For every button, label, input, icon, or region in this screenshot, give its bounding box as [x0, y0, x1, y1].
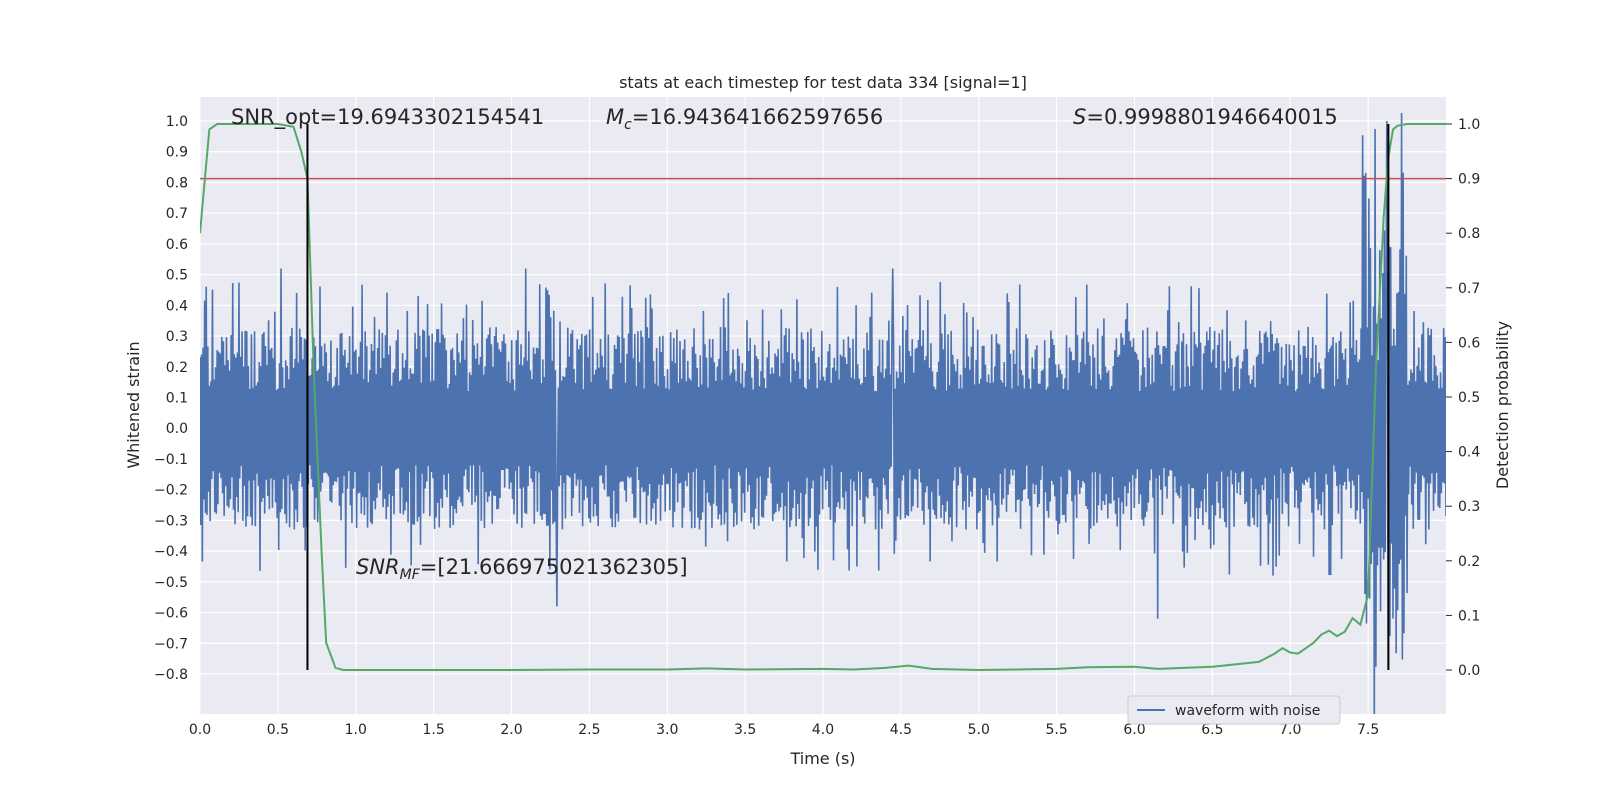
y-left-tick-label: −0.7: [154, 636, 188, 652]
series-detection-probability: [200, 123, 1446, 672]
x-tick-label: 2.5: [578, 722, 600, 738]
x-axis-label: Time (s): [789, 749, 855, 768]
y-left-tick-labels: 1.0 0.9 0.8 0.7 0.6 0.5 0.4 0.3 0.2 0.1 0.0 −0.1 −0.…: [154, 114, 188, 683]
y-left-tick-label: −0.1: [154, 452, 188, 468]
y-right-tick-label: 0.2: [1458, 554, 1480, 570]
annotation-chirp-mass: Mc=16.943641662597656: [606, 105, 883, 133]
y-right-tick-label: 0.5: [1458, 390, 1480, 406]
annotation-chirp-mass-symbol: M: [606, 105, 624, 129]
y-left-tick-label: −0.2: [154, 483, 188, 499]
x-tick-label: 5.5: [1045, 722, 1067, 738]
series-waveform-with-noise: [200, 112, 1446, 714]
x-tick-label: 6.5: [1201, 722, 1223, 738]
annotation-chirp-mass-subscript: c: [624, 117, 632, 133]
annotation-snr-opt: SNR_opt=19.6943302154541: [231, 105, 544, 130]
y-left-tick-label: 0.1: [166, 391, 188, 407]
x-tick-label: 1.5: [422, 722, 444, 738]
annotation-s: S=0.9998801946640015: [1073, 105, 1338, 129]
annotation-snr-mf: SNRMF=[21.666975021362305]: [356, 555, 688, 583]
y-left-tick-label: −0.8: [154, 667, 188, 683]
annotation-snr-mf-subscript: MF: [400, 567, 421, 583]
legend-label-waveform: waveform with noise: [1175, 703, 1320, 719]
x-tick-label: 4.0: [812, 722, 834, 738]
y-left-tick-label: 0.7: [166, 206, 188, 222]
annotation-chirp-mass-value: =16.943641662597656: [632, 105, 883, 129]
x-tick-label: 2.0: [500, 722, 522, 738]
y-left-tick-label: −0.6: [154, 606, 188, 622]
x-tick-labels: 0.0 0.5 1.0 1.5 2.0 2.5 3.0 3.5 4.0 4.5 5.0 5.5 6.0 6…: [189, 722, 1379, 738]
vertical-markers: [306, 124, 1390, 670]
y-left-tick-label: 0.3: [166, 329, 188, 345]
y-left-tick-label: 0.6: [166, 237, 188, 253]
x-tick-label: 3.5: [734, 722, 756, 738]
x-tick-label: 0.5: [267, 722, 289, 738]
y-left-tick-label: 0.4: [166, 298, 188, 314]
x-tick-label: 7.5: [1357, 722, 1379, 738]
y-right-tick-label: 0.9: [1458, 172, 1480, 188]
y-right-tick-label: 0.3: [1458, 499, 1480, 515]
y-axis-label-left: Whitened strain: [124, 341, 143, 468]
y-right-tick-label: 1.0: [1458, 117, 1480, 133]
x-tick-label: 5.0: [968, 722, 990, 738]
y-left-tick-label: 0.9: [166, 145, 188, 161]
y-left-tick-label: 0.8: [166, 175, 188, 191]
y-right-tick-label: 0.6: [1458, 335, 1480, 351]
y-left-tick-label: −0.4: [154, 544, 188, 560]
y-left-tick-label: 1.0: [166, 114, 188, 130]
y-right-tick-label: 0.1: [1458, 608, 1480, 624]
x-tick-label: 7.0: [1279, 722, 1301, 738]
x-tick-label: 1.0: [345, 722, 367, 738]
x-tick-label: 3.0: [656, 722, 678, 738]
annotation-snr-mf-symbol: SNR: [356, 555, 400, 579]
chart-title: stats at each timestep for test data 334…: [619, 73, 1027, 92]
y-right-tick-label: 0.0: [1458, 663, 1480, 679]
x-tick-label: 0.0: [189, 722, 211, 738]
y-left-tick-label: 0.0: [166, 421, 188, 437]
y-left-tick-label: 0.5: [166, 268, 188, 284]
annotation-s-value: =0.9998801946640015: [1086, 105, 1337, 129]
y-right-tick-label: 0.4: [1458, 445, 1480, 461]
y-left-tick-label: −0.5: [154, 575, 188, 591]
y-right-tick-label: 0.8: [1458, 226, 1480, 242]
y-axis-label-right: Detection probability: [1493, 321, 1512, 489]
y-right-tick-label: 0.7: [1458, 281, 1480, 297]
y-right-tick-labels: 1.0 0.9 0.8 0.7 0.6 0.5 0.4 0.3 0.2 0.1 0.0: [1446, 117, 1480, 679]
legend-box: [1127, 695, 1341, 725]
x-tick-label: 6.0: [1123, 722, 1145, 738]
annotation-s-symbol: S: [1073, 105, 1086, 129]
x-tick-label: 4.5: [890, 722, 912, 738]
annotation-snr-mf-value: =[21.666975021362305]: [420, 555, 688, 579]
legend: waveform with noise: [1127, 695, 1341, 725]
y-left-tick-label: 0.2: [166, 360, 188, 376]
y-left-tick-label: −0.3: [154, 513, 188, 529]
